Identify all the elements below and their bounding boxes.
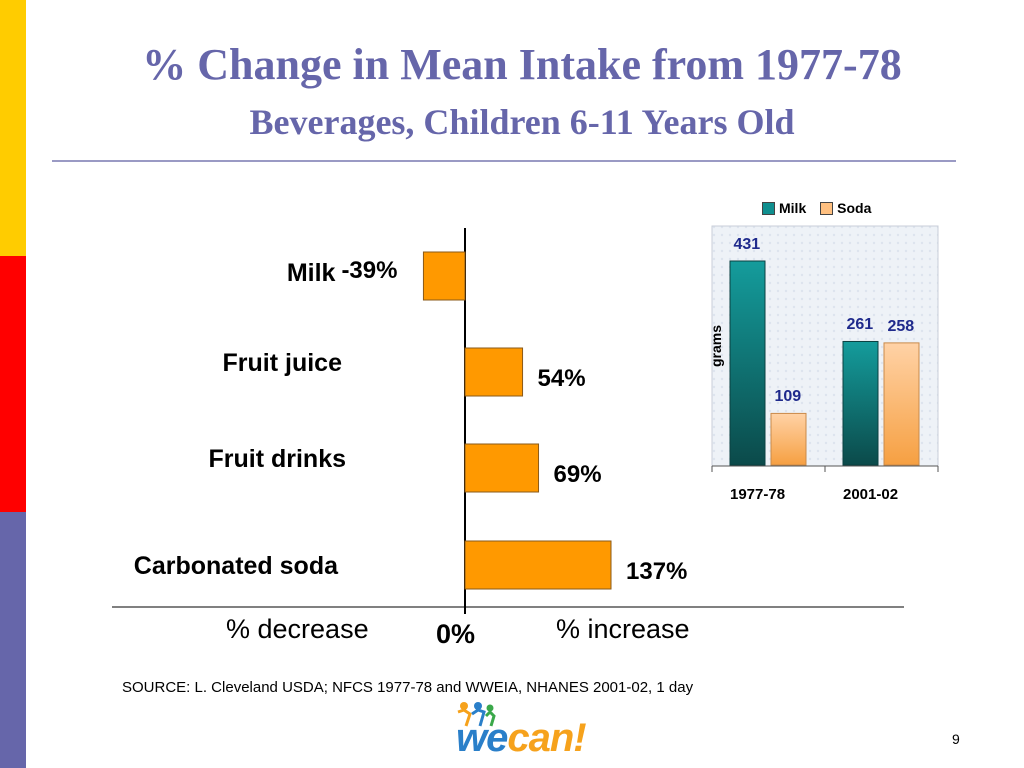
bar-carbonated-soda [464,540,612,590]
accent-stripe-yellow [0,0,26,256]
legend-item-soda: Soda [820,200,871,216]
inset-bar-milk-2001-02 [842,340,879,466]
value-label-fruit-drinks: 69% [553,461,602,488]
category-label-milk: Milk [286,259,336,287]
value-label-milk: -39% [341,257,398,284]
legend-swatch-soda [820,201,834,215]
inset-value-milk-2001-02: 261 [846,316,874,334]
inset-category-1977-78: 1977-78 [730,486,786,503]
logo-wordmark: wecan! [456,716,587,761]
category-label-fruit-juice: Fruit juice [222,349,342,377]
inset-value-milk-1977-78: 431 [733,236,761,253]
wecan-logo: wecan! [448,700,598,762]
axis-zero-label: 0% [436,619,476,649]
bar-fruit-drinks [464,443,540,493]
legend-item-milk: Milk [762,200,806,216]
page-number: 9 [952,731,960,747]
logo-part-can: can! [507,716,586,760]
inset-bar-milk-1977-78 [729,260,766,466]
axis-word-increase: % increase [556,614,690,644]
inset-value-soda-2001-02: 258 [887,317,915,335]
figures-icon [457,702,496,727]
inset-category-2001-02: 2001-02 [843,486,899,503]
accent-stripe-purple [0,512,26,768]
logo-part-we: we [456,716,508,760]
legend-label-soda: Soda [837,200,872,216]
inset-y-axis-label: grams [708,324,724,368]
category-label-carbonated-soda: Carbonated soda [133,552,338,580]
value-label-fruit-juice: 54% [537,365,586,392]
legend-swatch-milk [762,201,775,215]
inset-value-soda-1977-78: 109 [774,388,802,406]
slide-title: % Change in Mean Intake from 1977-78 [142,40,902,89]
bar-fruit-juice [464,347,524,397]
inset-bar-soda-2001-02 [883,342,920,466]
axis-word-decrease: % decrease [226,614,369,644]
bar-milk [422,251,466,301]
slide-subtitle: Beverages, Children 6-11 Years Old [249,102,795,142]
accent-stripe-red [0,256,26,512]
value-label-carbonated-soda: 137% [626,558,688,585]
title-divider [52,160,956,162]
legend-label-milk: Milk [779,200,807,216]
inset-legend: Milk Soda [762,200,881,218]
inset-bar-soda-1977-78 [770,412,807,466]
category-label-fruit-drinks: Fruit drinks [208,445,346,473]
source-note: SOURCE: L. Cleveland USDA; NFCS 1977-78 … [122,679,694,696]
